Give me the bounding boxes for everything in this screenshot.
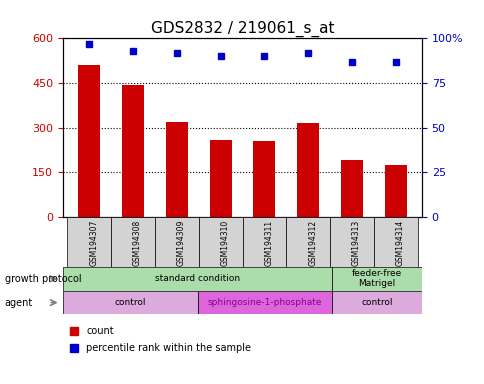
- Text: GSM194308: GSM194308: [133, 220, 142, 266]
- Bar: [332, 267, 421, 291]
- Text: GSM194313: GSM194313: [351, 220, 360, 266]
- Text: standard condition: standard condition: [155, 274, 240, 283]
- Title: GDS2832 / 219061_s_at: GDS2832 / 219061_s_at: [151, 21, 333, 37]
- Bar: [340, 161, 362, 217]
- Text: sphingosine-1-phosphate: sphingosine-1-phosphate: [207, 298, 321, 307]
- Bar: [286, 217, 329, 267]
- Bar: [63, 267, 332, 291]
- Text: feeder-free
Matrigel: feeder-free Matrigel: [351, 269, 401, 288]
- Bar: [329, 217, 373, 267]
- Bar: [63, 291, 197, 314]
- Bar: [198, 217, 242, 267]
- Text: GSM194311: GSM194311: [264, 220, 273, 266]
- Text: GSM194312: GSM194312: [307, 220, 317, 266]
- Bar: [111, 217, 155, 267]
- Bar: [209, 141, 231, 217]
- Text: control: control: [361, 298, 392, 307]
- Bar: [78, 65, 100, 217]
- Text: agent: agent: [5, 298, 33, 308]
- Bar: [155, 217, 198, 267]
- Bar: [122, 84, 144, 217]
- Text: GSM194307: GSM194307: [89, 220, 98, 266]
- Bar: [166, 122, 187, 217]
- Text: GSM194314: GSM194314: [395, 220, 404, 266]
- Bar: [373, 217, 417, 267]
- Text: count: count: [86, 326, 114, 336]
- Bar: [242, 217, 286, 267]
- Bar: [332, 291, 421, 314]
- Text: control: control: [114, 298, 146, 307]
- Bar: [67, 217, 111, 267]
- Bar: [253, 141, 275, 217]
- Bar: [197, 291, 332, 314]
- Text: growth protocol: growth protocol: [5, 274, 81, 284]
- Text: GSM194310: GSM194310: [220, 220, 229, 266]
- Bar: [297, 123, 318, 217]
- Text: GSM194309: GSM194309: [177, 220, 185, 266]
- Bar: [384, 165, 406, 217]
- Text: percentile rank within the sample: percentile rank within the sample: [86, 343, 251, 353]
